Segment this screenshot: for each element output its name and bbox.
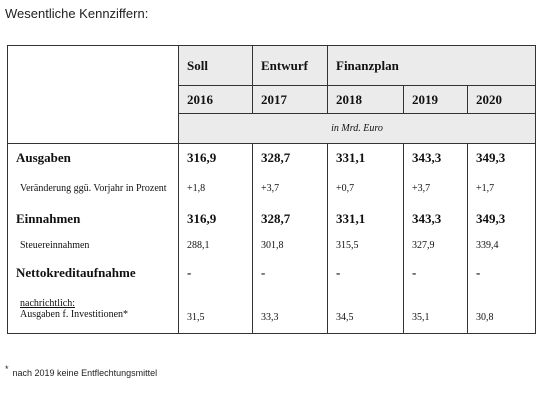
value-cell: +3,7 (252, 171, 328, 206)
value-cell: - (252, 259, 328, 286)
value-cell: 34,5 (327, 285, 404, 334)
footnote: * nach 2019 keine Entflechtungsmittel (5, 364, 157, 378)
footnote-text: nach 2019 keine Entflechtungsmittel (12, 368, 158, 378)
row-label-text: Ausgaben f. Investitionen* (20, 309, 129, 321)
row-label-text: Steuereinnahmen (20, 240, 90, 251)
year-header: 2018 (327, 85, 404, 114)
data-row: Nettokreditaufnahme - - - - - (7, 259, 536, 286)
value-cell: - (178, 259, 253, 286)
row-label: Einnahmen (7, 205, 179, 232)
data-row: nachrichtlich: Ausgaben f. Investitionen*… (7, 285, 536, 334)
column-header: Soll (178, 45, 253, 86)
data-row: Steuereinnahmen 288,1 301,8 315,5 327,9 339,4 (7, 231, 536, 260)
year-header: 2020 (467, 85, 536, 114)
row-label-text: Veränderung ggü. Vorjahr in Prozent (20, 183, 167, 194)
value-cell: 349,3 (467, 143, 536, 172)
value-cell: +1,8 (178, 171, 253, 206)
data-row: Veränderung ggü. Vorjahr in Prozent +1,8 +… (7, 171, 536, 206)
value-cell: +3,7 (403, 171, 468, 206)
value-cell: 35,1 (403, 285, 468, 334)
value-cell: 31,5 (178, 285, 253, 334)
unit-label: in Mrd. Euro (178, 113, 536, 144)
value-cell: 301,8 (252, 231, 328, 260)
value-cell: 30,8 (467, 285, 536, 334)
unit-row: in Mrd. Euro (8, 113, 536, 144)
row-label: Veränderung ggü. Vorjahr in Prozent (7, 171, 179, 206)
value-cell: 343,3 (403, 205, 468, 232)
footnote-marker: * (5, 364, 9, 374)
value-cell: - (403, 259, 468, 286)
value-cell: 315,5 (327, 231, 404, 260)
column-header: Entwurf (252, 45, 328, 86)
value-cell: 349,3 (467, 205, 536, 232)
year-header: 2019 (403, 85, 468, 114)
value-cell: 328,7 (252, 205, 328, 232)
value-cell: 339,4 (467, 231, 536, 260)
year-header: 2017 (252, 85, 328, 114)
row-note: nachrichtlich: (20, 298, 75, 310)
value-cell: - (467, 259, 536, 286)
value-cell: +1,7 (467, 171, 536, 206)
year-row: 2016 2017 2018 2019 2020 (8, 85, 536, 114)
value-cell: 327,9 (403, 231, 468, 260)
data-row: Ausgaben 316,9 328,7 331,1 343,3 349,3 (7, 143, 536, 172)
row-label: Nettokreditaufnahme (7, 259, 179, 286)
value-cell: +0,7 (327, 171, 404, 206)
corner-cell (7, 45, 179, 144)
row-label-text: Einnahmen (16, 210, 81, 226)
value-cell: 331,1 (327, 143, 404, 172)
row-label-text: Nettokreditaufnahme (16, 264, 136, 280)
table: Soll Entwurf Finanzplan 2016 2017 2018 2019 202… (7, 45, 536, 334)
data-row: Einnahmen 316,9 328,7 331,1 343,3 349,3 (7, 205, 536, 232)
header-row: Soll Entwurf Finanzplan (7, 45, 536, 144)
row-label: Steuereinnahmen (7, 231, 179, 260)
value-cell: 33,3 (252, 285, 328, 334)
row-label: Ausgaben (7, 143, 179, 172)
value-cell: 288,1 (178, 231, 253, 260)
year-header: 2016 (178, 85, 253, 114)
value-cell: 316,9 (178, 205, 253, 232)
row-label: nachrichtlich: Ausgaben f. Investitionen* (7, 285, 179, 334)
value-cell: - (327, 259, 404, 286)
value-cell: 343,3 (403, 143, 468, 172)
title: Wesentliche Kennziffern: (5, 6, 149, 21)
column-header: Finanzplan (327, 45, 536, 86)
value-cell: 316,9 (178, 143, 253, 172)
row-label-text: Ausgaben (16, 149, 71, 165)
value-cell: 331,1 (327, 205, 404, 232)
value-cell: 328,7 (252, 143, 328, 172)
